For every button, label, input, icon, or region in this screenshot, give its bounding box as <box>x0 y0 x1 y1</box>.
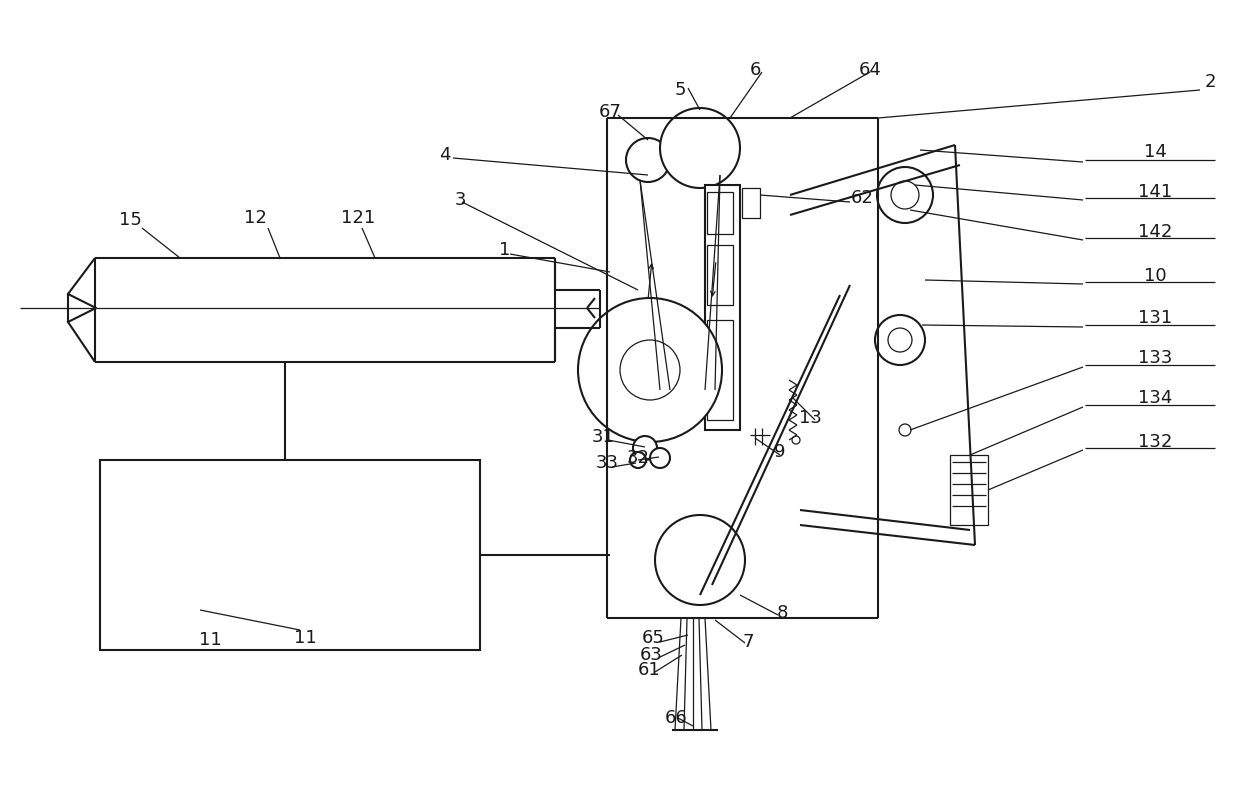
Text: 131: 131 <box>1138 309 1172 327</box>
Text: 63: 63 <box>640 646 662 664</box>
Text: 6: 6 <box>749 61 760 79</box>
Text: 4: 4 <box>439 146 451 164</box>
Text: 9: 9 <box>774 443 786 461</box>
Text: 66: 66 <box>665 709 687 727</box>
Text: 3: 3 <box>454 191 466 209</box>
Text: 8: 8 <box>776 604 787 622</box>
Text: 1: 1 <box>500 241 511 259</box>
Circle shape <box>888 328 911 352</box>
Text: 62: 62 <box>851 189 873 207</box>
Text: 33: 33 <box>595 454 619 472</box>
Text: 11: 11 <box>294 629 316 647</box>
Bar <box>100 460 480 650</box>
Text: 134: 134 <box>1138 389 1172 407</box>
Bar <box>706 185 740 430</box>
Text: 15: 15 <box>119 211 141 229</box>
Circle shape <box>632 436 657 460</box>
Bar <box>707 192 733 234</box>
Circle shape <box>626 138 670 182</box>
Text: 65: 65 <box>641 629 665 647</box>
Text: 142: 142 <box>1138 223 1172 241</box>
Circle shape <box>620 340 680 400</box>
Text: 11: 11 <box>198 631 222 649</box>
Text: 10: 10 <box>1143 267 1167 285</box>
Text: 2: 2 <box>1204 73 1215 91</box>
Circle shape <box>899 424 911 436</box>
Text: 5: 5 <box>675 81 686 99</box>
Circle shape <box>892 181 919 209</box>
Text: 14: 14 <box>1143 143 1167 161</box>
Text: 31: 31 <box>591 428 615 446</box>
Circle shape <box>650 448 670 468</box>
Bar <box>742 188 760 218</box>
Bar <box>707 320 733 420</box>
Text: 32: 32 <box>626 449 650 467</box>
Text: 133: 133 <box>1138 349 1172 367</box>
Text: 61: 61 <box>637 661 661 679</box>
Text: 121: 121 <box>341 209 376 227</box>
Text: 64: 64 <box>858 61 882 79</box>
Bar <box>707 245 733 305</box>
Circle shape <box>792 436 800 444</box>
Text: 67: 67 <box>599 103 621 121</box>
Circle shape <box>660 108 740 188</box>
Text: 13: 13 <box>799 409 821 427</box>
Circle shape <box>655 515 745 605</box>
Circle shape <box>877 167 932 223</box>
Text: 141: 141 <box>1138 183 1172 201</box>
Circle shape <box>578 298 722 442</box>
Circle shape <box>875 315 925 365</box>
Text: 12: 12 <box>243 209 267 227</box>
Text: 7: 7 <box>743 633 754 651</box>
Bar <box>950 455 988 525</box>
Circle shape <box>630 452 646 468</box>
Text: 132: 132 <box>1138 433 1172 451</box>
